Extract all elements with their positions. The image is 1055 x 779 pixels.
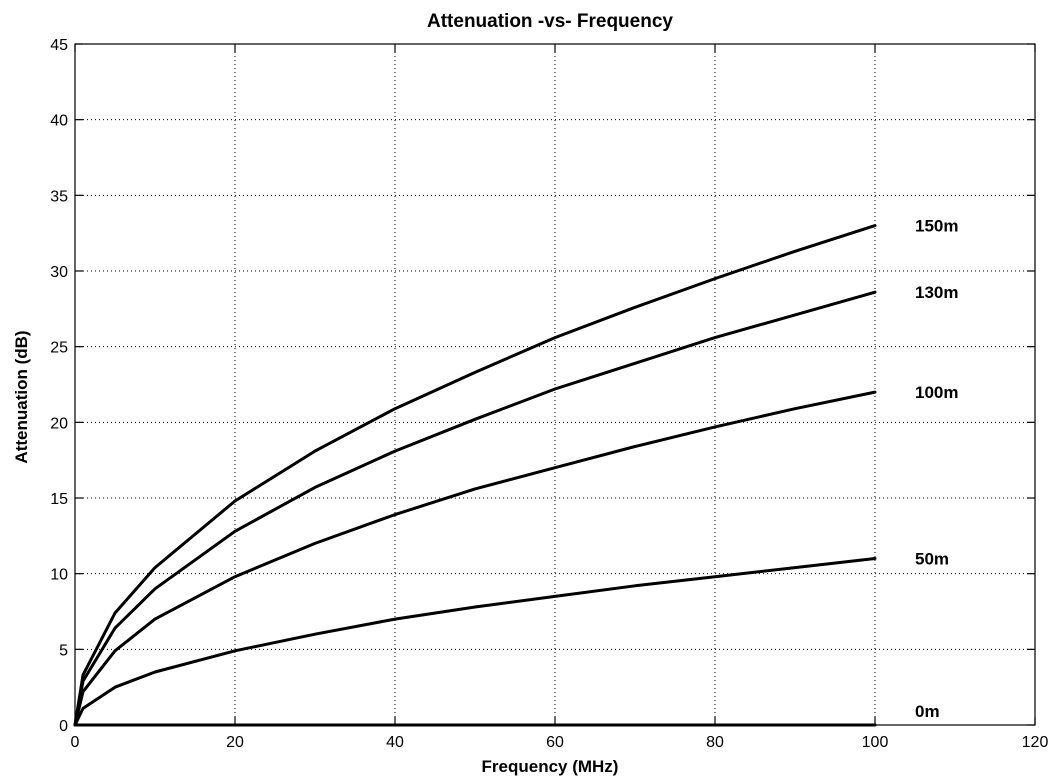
y-tick-label: 45 [50,37,68,54]
tick-labels: 0 20 40 60 80 100 120 0 5 10 15 20 25 30 35 40 45 [50,37,1048,751]
series-line-130m [73,290,877,727]
series-line-100m [73,390,877,727]
series-lines [73,224,877,727]
y-tick-label: 0 [59,718,68,735]
x-axis-label: Frequency (MHz) [482,757,619,776]
y-tick-label: 25 [50,340,68,357]
chart-title: Attenuation -vs- Frequency [427,11,673,32]
y-axis-label: Attenuation (dB) [12,330,31,463]
y-tick-label: 30 [50,264,68,281]
y-tick-label: 15 [50,491,68,508]
x-tick-label: 0 [71,734,80,751]
series-label-100m: 100m [915,383,958,402]
y-tick-label: 20 [50,415,68,432]
x-tick-label: 80 [706,734,724,751]
series-labels: 150m 130m 100m 50m 0m [915,217,958,721]
x-tick-label: 120 [1022,734,1049,751]
y-tick-label: 5 [59,642,68,659]
series-label-0m: 0m [915,702,940,721]
y-tick-label: 35 [50,188,68,205]
series-label-50m: 50m [915,550,949,569]
series-line-50m [73,557,877,727]
series-label-130m: 130m [915,283,958,302]
grid [75,44,1035,725]
axis-ticks [74,43,1036,726]
y-tick-label: 10 [50,567,68,584]
series-line-150m [73,224,877,727]
x-tick-label: 40 [386,734,404,751]
x-tick-label: 20 [226,734,244,751]
series-label-150m: 150m [915,217,958,236]
y-tick-label: 40 [50,113,68,130]
x-tick-label: 60 [546,734,564,751]
x-tick-label: 100 [862,734,889,751]
